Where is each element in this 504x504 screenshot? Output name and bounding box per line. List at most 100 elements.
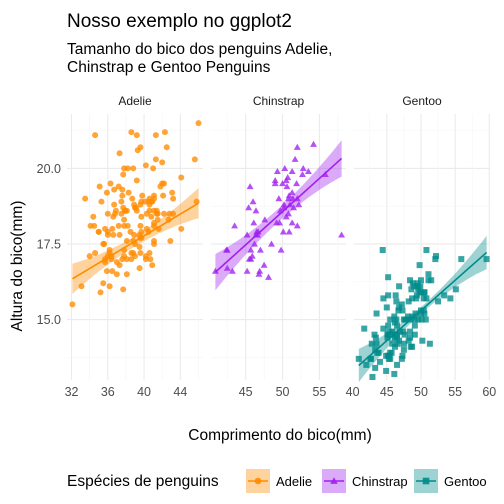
data-point xyxy=(161,129,168,136)
data-point xyxy=(211,267,219,274)
legend-label-gentoo: Gentoo xyxy=(444,474,487,489)
data-point xyxy=(423,247,430,254)
y-axis-title: Altura do bico(mm) xyxy=(9,201,26,332)
data-point xyxy=(265,273,272,280)
data-point xyxy=(277,246,285,253)
data-point xyxy=(95,228,102,235)
data-point xyxy=(392,343,399,350)
data-point xyxy=(368,340,375,347)
data-point xyxy=(137,222,144,229)
data-point xyxy=(281,164,289,171)
data-point xyxy=(151,192,158,199)
data-point xyxy=(109,225,116,232)
data-point xyxy=(458,256,465,263)
y-axis: 15.0 17.5 20.0 xyxy=(37,162,61,327)
data-point xyxy=(426,340,433,347)
data-point xyxy=(400,346,407,353)
data-point xyxy=(163,144,170,151)
data-point xyxy=(411,283,418,290)
legend: Espécies de penguins Adelie Chinstrap Gent… xyxy=(67,469,487,493)
data-point xyxy=(409,280,416,287)
data-point xyxy=(398,355,405,362)
data-point xyxy=(483,256,490,263)
data-point xyxy=(78,283,85,290)
data-point xyxy=(268,240,275,247)
data-point xyxy=(407,343,414,350)
data-point xyxy=(271,177,279,184)
data-point xyxy=(372,334,379,341)
data-point xyxy=(123,271,130,278)
y-tick-label: 20.0 xyxy=(37,162,61,176)
data-point xyxy=(417,277,424,284)
chart-title: Nosso exemplo no ggplot2 xyxy=(67,11,292,32)
data-point xyxy=(293,222,301,229)
data-point xyxy=(246,183,254,190)
facet-label-chinstrap: Chinstrap xyxy=(253,94,305,108)
data-point xyxy=(285,192,293,199)
data-point xyxy=(261,216,269,223)
data-point xyxy=(299,164,307,171)
data-point xyxy=(121,222,128,229)
data-point xyxy=(310,140,317,147)
legend-item-adelie: Adelie xyxy=(246,469,312,493)
data-point xyxy=(191,156,198,163)
data-point xyxy=(151,240,158,247)
legend-key-marker xyxy=(422,477,430,485)
data-point xyxy=(104,210,111,217)
data-point xyxy=(245,204,253,211)
data-point xyxy=(384,334,391,341)
x-tick-label: 60 xyxy=(482,385,496,399)
data-point xyxy=(412,310,419,317)
data-point xyxy=(273,167,281,175)
data-point xyxy=(119,192,126,199)
data-point xyxy=(391,313,398,320)
legend-label-chinstrap: Chinstrap xyxy=(352,474,408,489)
data-point xyxy=(401,331,408,338)
data-point xyxy=(405,298,412,305)
data-point xyxy=(388,349,395,356)
data-point xyxy=(128,129,135,136)
data-point xyxy=(137,250,144,257)
data-point xyxy=(123,237,130,244)
data-point xyxy=(138,213,145,220)
regression-line-chinstrap xyxy=(214,157,343,273)
data-point xyxy=(416,262,423,269)
data-point xyxy=(276,219,284,226)
data-point xyxy=(400,316,407,323)
data-point xyxy=(290,204,298,211)
data-point xyxy=(393,298,400,305)
data-point xyxy=(279,180,287,187)
data-point xyxy=(419,337,426,344)
data-point xyxy=(369,373,376,380)
data-point xyxy=(398,301,405,308)
data-point xyxy=(98,198,105,205)
data-point xyxy=(282,213,290,220)
data-point xyxy=(380,295,387,302)
data-point xyxy=(420,307,427,314)
legend-key-marker xyxy=(254,477,262,485)
data-point xyxy=(411,322,418,329)
data-point xyxy=(86,253,93,260)
data-point xyxy=(170,195,177,202)
data-point xyxy=(195,120,202,127)
data-point xyxy=(405,337,412,344)
x-tick-label: 36 xyxy=(101,385,115,399)
data-point xyxy=(288,167,296,175)
data-point xyxy=(280,201,288,208)
data-point xyxy=(409,313,416,320)
x-tick-label: 50 xyxy=(276,385,290,399)
data-point xyxy=(396,283,403,290)
data-point xyxy=(295,201,303,208)
data-point xyxy=(133,177,140,184)
data-point xyxy=(373,340,380,347)
data-point xyxy=(435,298,442,305)
points-gentoo xyxy=(355,247,490,380)
data-point xyxy=(125,189,132,196)
data-point xyxy=(407,277,414,284)
data-point xyxy=(148,213,155,220)
data-point xyxy=(285,195,292,202)
data-point xyxy=(368,355,375,362)
data-point xyxy=(433,253,440,260)
legend-title: Espécies de penguins xyxy=(67,473,219,490)
data-point xyxy=(355,355,362,362)
